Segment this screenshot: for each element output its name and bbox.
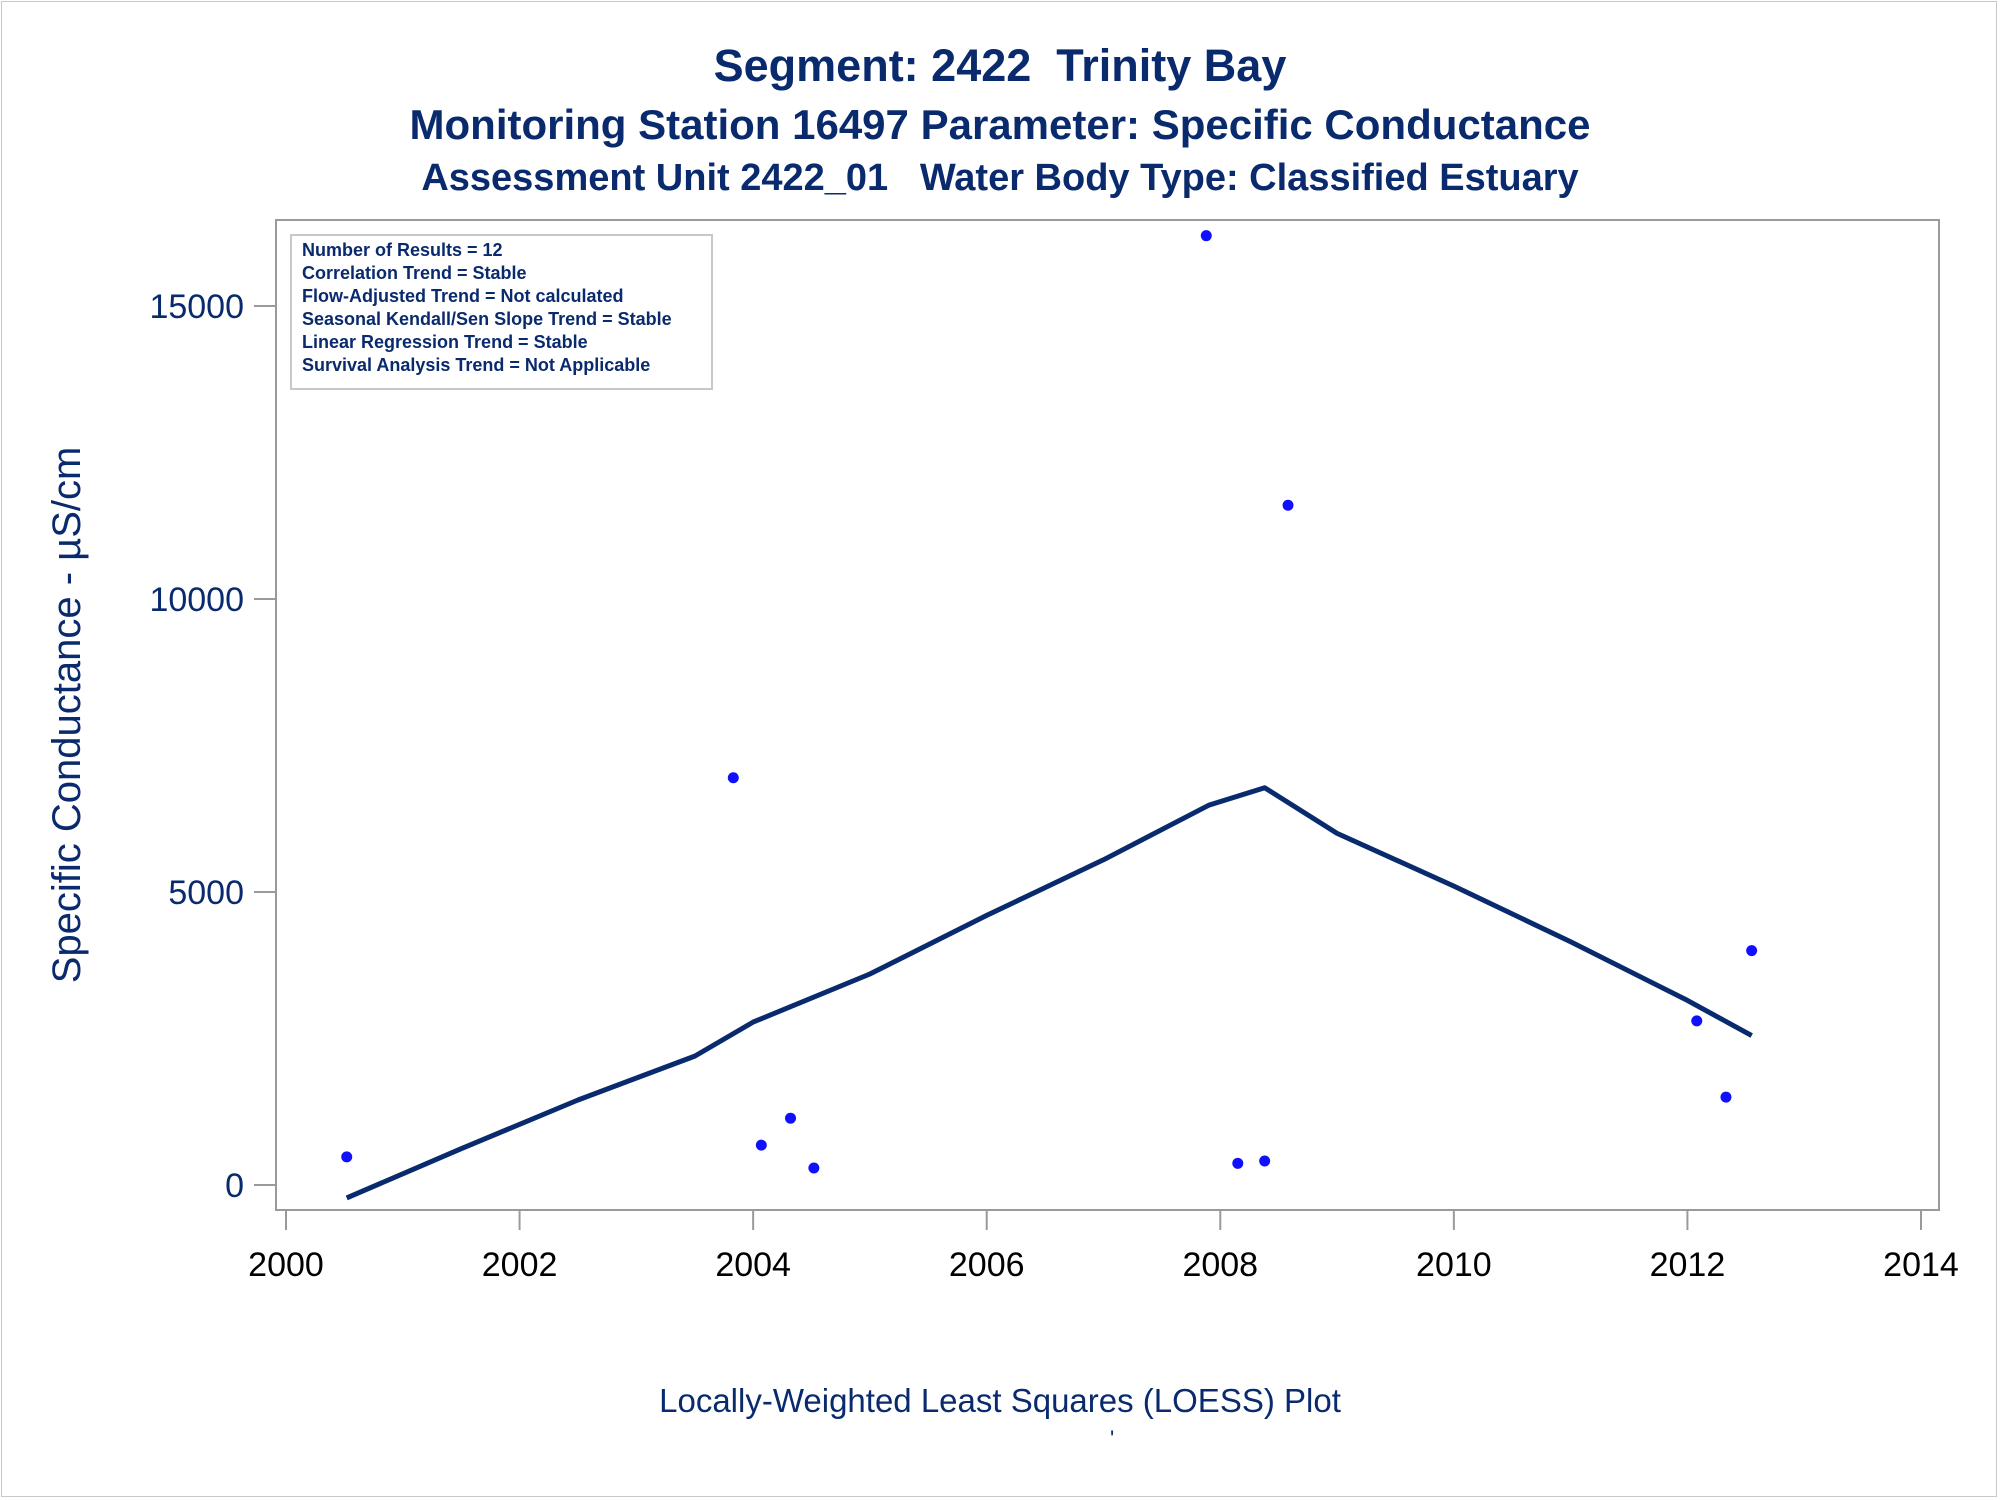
data-point (785, 1112, 797, 1124)
data-point (808, 1162, 820, 1174)
x-tick-label: 2002 (482, 1246, 558, 1284)
x-axis: 2000 2002 2004 2006 2008 2010 2012 2014 (248, 1210, 1959, 1284)
stats-line: Linear Regression Trend = Stable (302, 332, 588, 352)
y-tick-label: 5000 (168, 874, 244, 912)
y-tick-label: 15000 (149, 288, 244, 326)
data-point (755, 1139, 767, 1151)
data-point (1259, 1155, 1271, 1167)
y-tick-label: 0 (225, 1167, 244, 1205)
data-point (1691, 1015, 1703, 1027)
data-point (1282, 499, 1294, 511)
x-tick-label: 2008 (1182, 1246, 1258, 1284)
stats-line: Seasonal Kendall/Sen Slope Trend = Stabl… (302, 309, 672, 329)
plot-area (275, 219, 1940, 1211)
stats-line: Number of Results = 12 (302, 240, 503, 260)
stats-box-frame (290, 234, 713, 390)
stats-line: Flow-Adjusted Trend = Not calculated (302, 286, 624, 306)
y-axis-label: Specific Conductance - µS/cm (45, 447, 89, 984)
footnote: ' (1110, 1426, 1115, 1451)
stats-line: Survival Analysis Trend = Not Applicable (302, 355, 650, 375)
x-tick-label: 2004 (715, 1246, 791, 1284)
data-point (341, 1151, 353, 1163)
data-point (1200, 230, 1212, 242)
x-tick-label: 2000 (248, 1246, 324, 1284)
data-point (727, 772, 739, 784)
loess-line (345, 785, 1753, 1201)
data-point (1720, 1091, 1732, 1103)
x-tick-label: 2006 (949, 1246, 1025, 1284)
y-tick-label: 10000 (149, 581, 244, 619)
data-point (1746, 945, 1758, 957)
chart-subtitle-2: Assessment Unit 2422_01 Water Body Type:… (421, 157, 1579, 199)
stats-legend-box: Number of Results = 12 Correlation Trend … (290, 234, 713, 390)
x-axis-label: Locally-Weighted Least Squares (LOESS) P… (659, 1382, 1341, 1419)
x-tick-label: 2010 (1416, 1246, 1492, 1284)
chart-subtitle: Monitoring Station 16497 Parameter: Spec… (409, 101, 1591, 148)
series-layer (341, 230, 1758, 1201)
x-tick-label: 2014 (1883, 1246, 1959, 1284)
x-tick-label: 2012 (1650, 1246, 1726, 1284)
data-point (1232, 1157, 1244, 1169)
stats-line: Correlation Trend = Stable (302, 263, 527, 283)
chart-title: Segment: 2422 Trinity Bay (713, 40, 1287, 91)
y-axis: 0 5000 10000 15000 (149, 288, 276, 1205)
